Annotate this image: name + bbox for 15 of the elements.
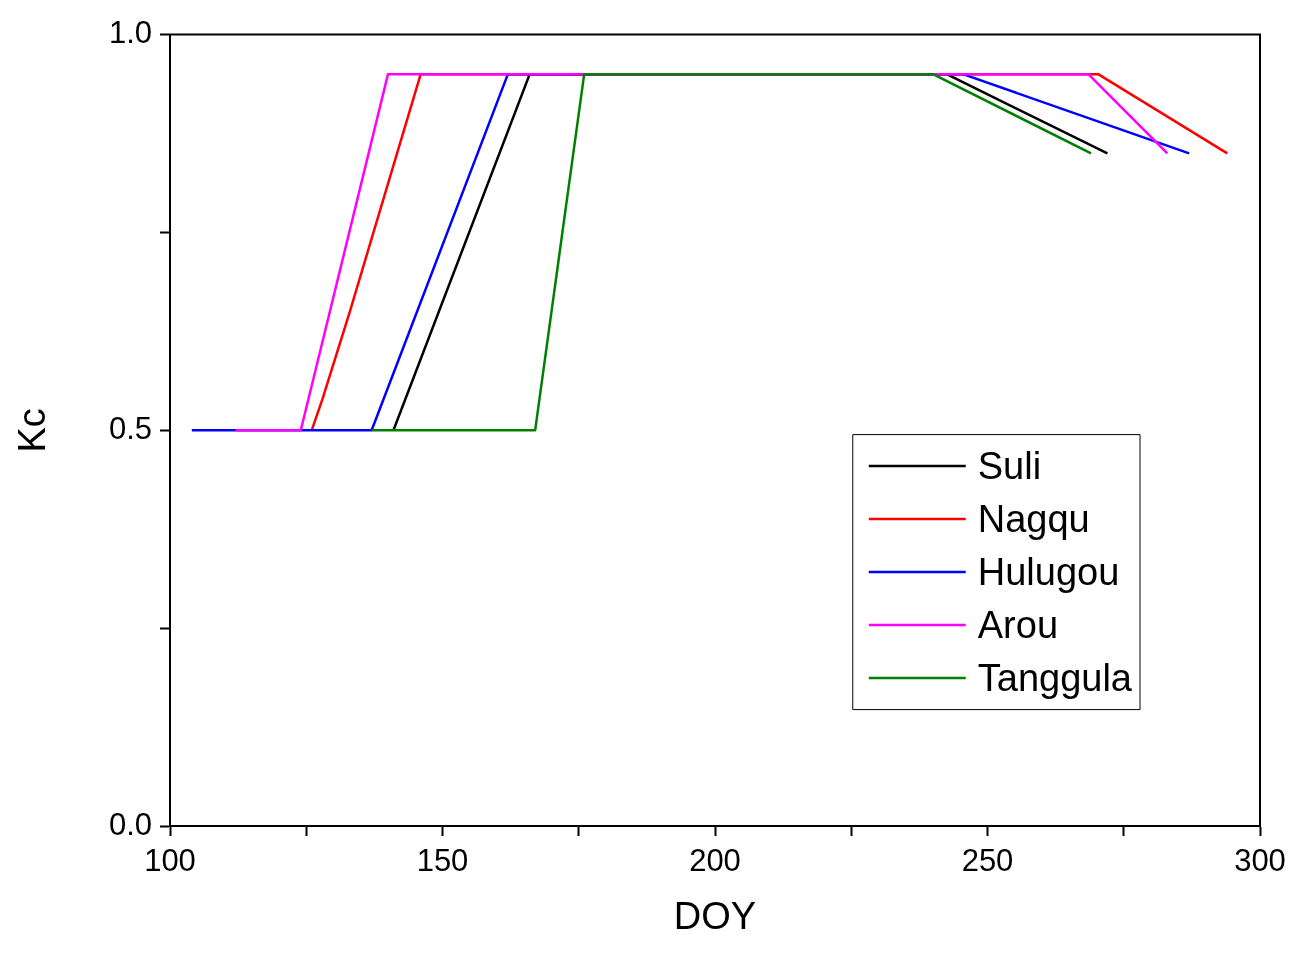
- legend-label: Arou: [977, 603, 1059, 646]
- x-tick-label: 250: [961, 843, 1014, 879]
- x-tick-label: 300: [1234, 843, 1286, 879]
- y-tick-label: 0.5: [108, 410, 152, 446]
- legend-label: Nagqu: [977, 497, 1090, 540]
- legend-label: Hulugou: [977, 550, 1120, 593]
- legend-label: Tanggula: [977, 656, 1133, 699]
- x-tick-label: 100: [144, 843, 196, 879]
- y-tick-label: 0.0: [108, 806, 152, 842]
- legend-label: Suli: [977, 444, 1042, 487]
- y-tick-label: 1.0: [108, 15, 152, 51]
- x-tick-label: 150: [416, 843, 469, 879]
- x-axis-title: DOY: [673, 894, 757, 937]
- x-tick-label: 200: [689, 843, 741, 879]
- y-axis-title: Kc: [11, 408, 54, 453]
